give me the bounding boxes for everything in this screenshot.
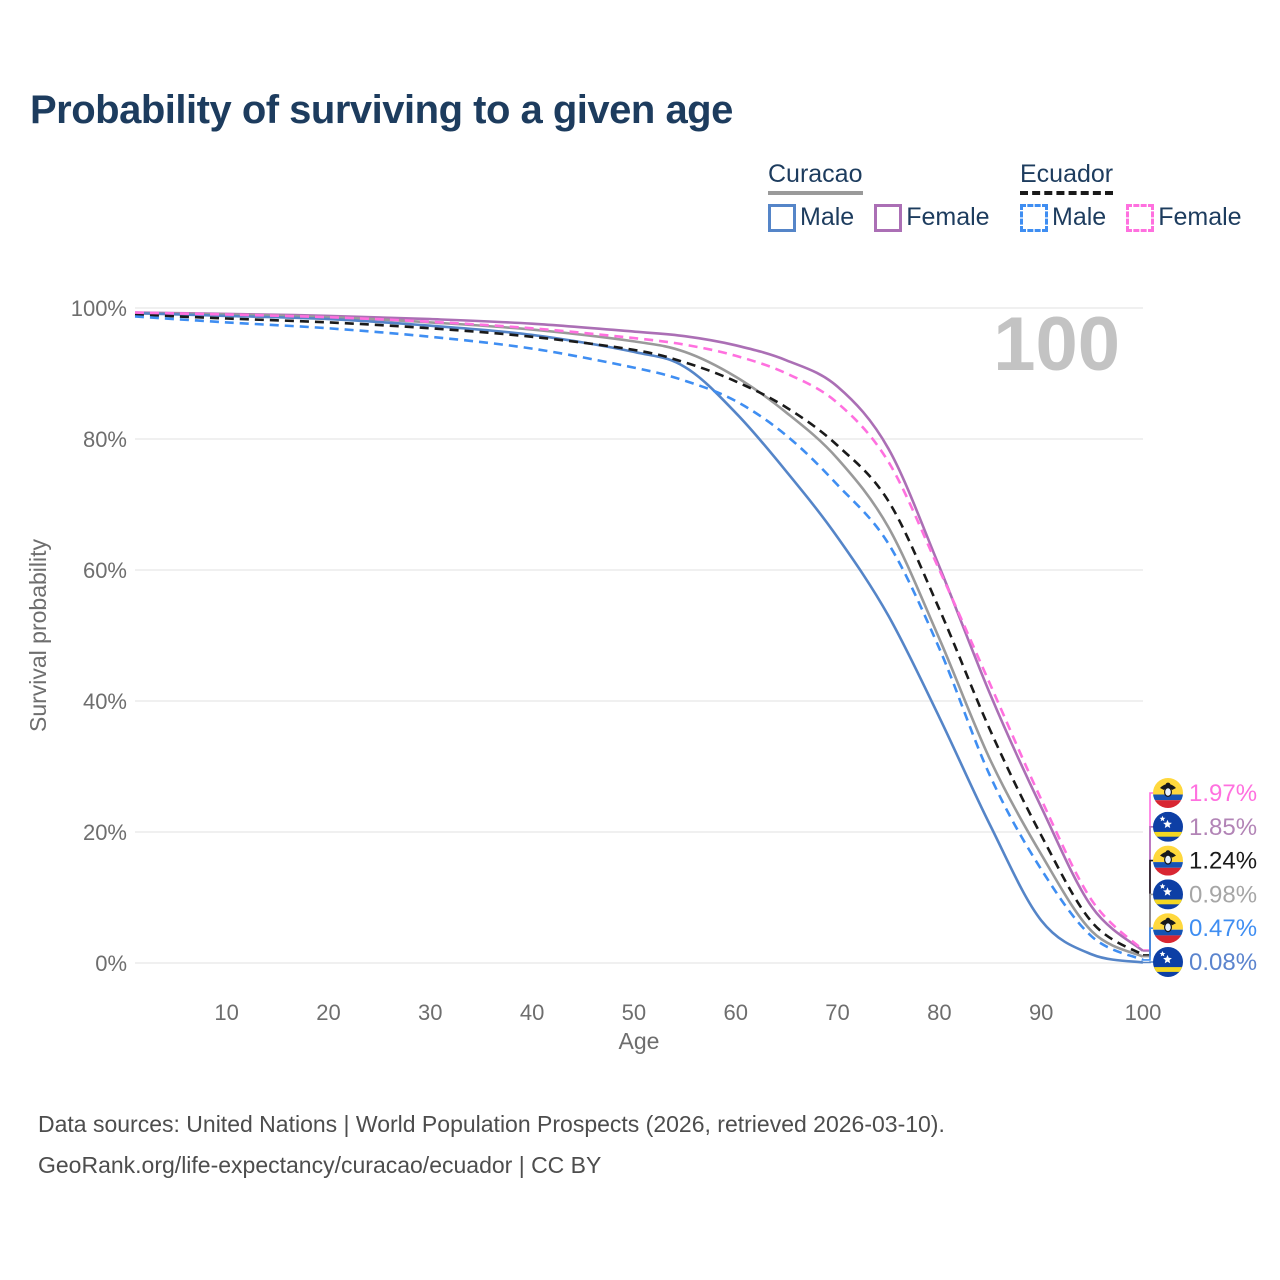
- legend-label-ecuador-female: Female: [1158, 203, 1242, 231]
- legend-row-ecuador: Male Female: [1020, 203, 1262, 232]
- data-sources-text: Data sources: United Nations | World Pop…: [38, 1111, 945, 1137]
- curacao-flag-icon: [1153, 811, 1183, 842]
- end-label-curacao-female[interactable]: 1.85%: [1143, 811, 1257, 952]
- end-label-ecuador-male[interactable]: 0.47%: [1143, 913, 1257, 961]
- end-label-curacao-total[interactable]: 0.98%: [1143, 879, 1257, 958]
- y-tick-80: 80%: [83, 427, 127, 452]
- end-value-label: 0.98%: [1189, 881, 1257, 908]
- x-tick-70: 70: [825, 1000, 849, 1025]
- y-tick-0: 0%: [95, 951, 127, 976]
- legend-header-curacao: Curacao: [768, 160, 863, 195]
- legend-label-curacao-male: Male: [800, 203, 855, 231]
- footer: Data sources: United Nations | World Pop…: [38, 1104, 945, 1186]
- end-label-ecuador-total[interactable]: 1.24%: [1143, 845, 1257, 956]
- legend-item-curacao-male[interactable]: Male: [768, 203, 854, 232]
- curacao-female-swatch-icon: [874, 203, 903, 232]
- ecuador-flag-icon: [1153, 778, 1183, 808]
- legend-row-curacao: Male Female: [768, 203, 1010, 232]
- legend-item-curacao-female[interactable]: Female: [874, 203, 990, 232]
- end-value-label: 1.97%: [1189, 780, 1257, 807]
- y-axis-label: Survival probability: [25, 538, 51, 732]
- x-tick-100: 100: [1125, 1000, 1162, 1025]
- end-label-curacao-male[interactable]: 0.08%: [1143, 947, 1257, 977]
- ecuador-female-swatch-icon: [1126, 203, 1155, 232]
- page-title: Probability of surviving to a given age: [30, 88, 733, 132]
- star-shape: [1159, 951, 1166, 957]
- x-tick-50: 50: [622, 1000, 646, 1025]
- curve-ecuador-total[interactable]: [134, 313, 1144, 957]
- curve-ecuador-female[interactable]: [134, 311, 1144, 952]
- star-shape: [1163, 954, 1172, 964]
- y-tick-100: 100%: [71, 296, 127, 321]
- x-tick-90: 90: [1029, 1000, 1053, 1025]
- curve-curacao-total[interactable]: [134, 311, 1144, 958]
- y-tick-20: 20%: [83, 820, 127, 845]
- end-value-label: 0.47%: [1189, 915, 1257, 942]
- legend-header-ecuador: Ecuador: [1020, 160, 1114, 195]
- end-value-label: 0.08%: [1189, 949, 1257, 976]
- source-url-text: GeoRank.org/life-expectancy/curacao/ecua…: [38, 1152, 602, 1178]
- legend-group-curacao: Curacao Male Female: [768, 160, 1010, 232]
- x-tick-30: 30: [418, 1000, 442, 1025]
- ecuador-flag-icon: [1153, 845, 1183, 876]
- legend-item-ecuador-male[interactable]: Male: [1020, 203, 1106, 232]
- curacao-flag-icon: [1153, 947, 1183, 977]
- curve-curacao-male[interactable]: [134, 311, 1144, 964]
- end-value-label: 1.24%: [1189, 848, 1257, 875]
- x-tick-10: 10: [214, 1000, 238, 1025]
- legend-label-ecuador-male: Male: [1052, 203, 1107, 231]
- star-shape: [1163, 819, 1172, 828]
- legend-item-ecuador-female[interactable]: Female: [1126, 203, 1242, 232]
- y-tick-40: 40%: [83, 689, 127, 714]
- curve-ecuador-male[interactable]: [134, 315, 1144, 962]
- star-shape: [1159, 815, 1166, 822]
- legend-group-ecuador: Ecuador Male Female: [1020, 160, 1262, 232]
- ecuador-male-swatch-icon: [1020, 203, 1048, 232]
- x-tick-80: 80: [927, 1000, 951, 1025]
- star-shape: [1159, 883, 1166, 889]
- x-axis-label: Age: [619, 1028, 660, 1054]
- age-counter-watermark: 100: [993, 302, 1120, 387]
- ecuador-flag-icon: [1153, 913, 1183, 944]
- legend-label-curacao-female: Female: [906, 203, 990, 231]
- end-value-label: 1.85%: [1189, 814, 1257, 841]
- star-shape: [1163, 887, 1172, 896]
- curacao-male-swatch-icon: [768, 203, 796, 232]
- curacao-flag-icon: [1153, 879, 1183, 910]
- y-tick-60: 60%: [83, 558, 127, 583]
- x-tick-20: 20: [316, 1000, 340, 1025]
- x-tick-60: 60: [723, 1000, 747, 1025]
- curve-curacao-female[interactable]: [134, 311, 1144, 952]
- x-tick-40: 40: [520, 1000, 544, 1025]
